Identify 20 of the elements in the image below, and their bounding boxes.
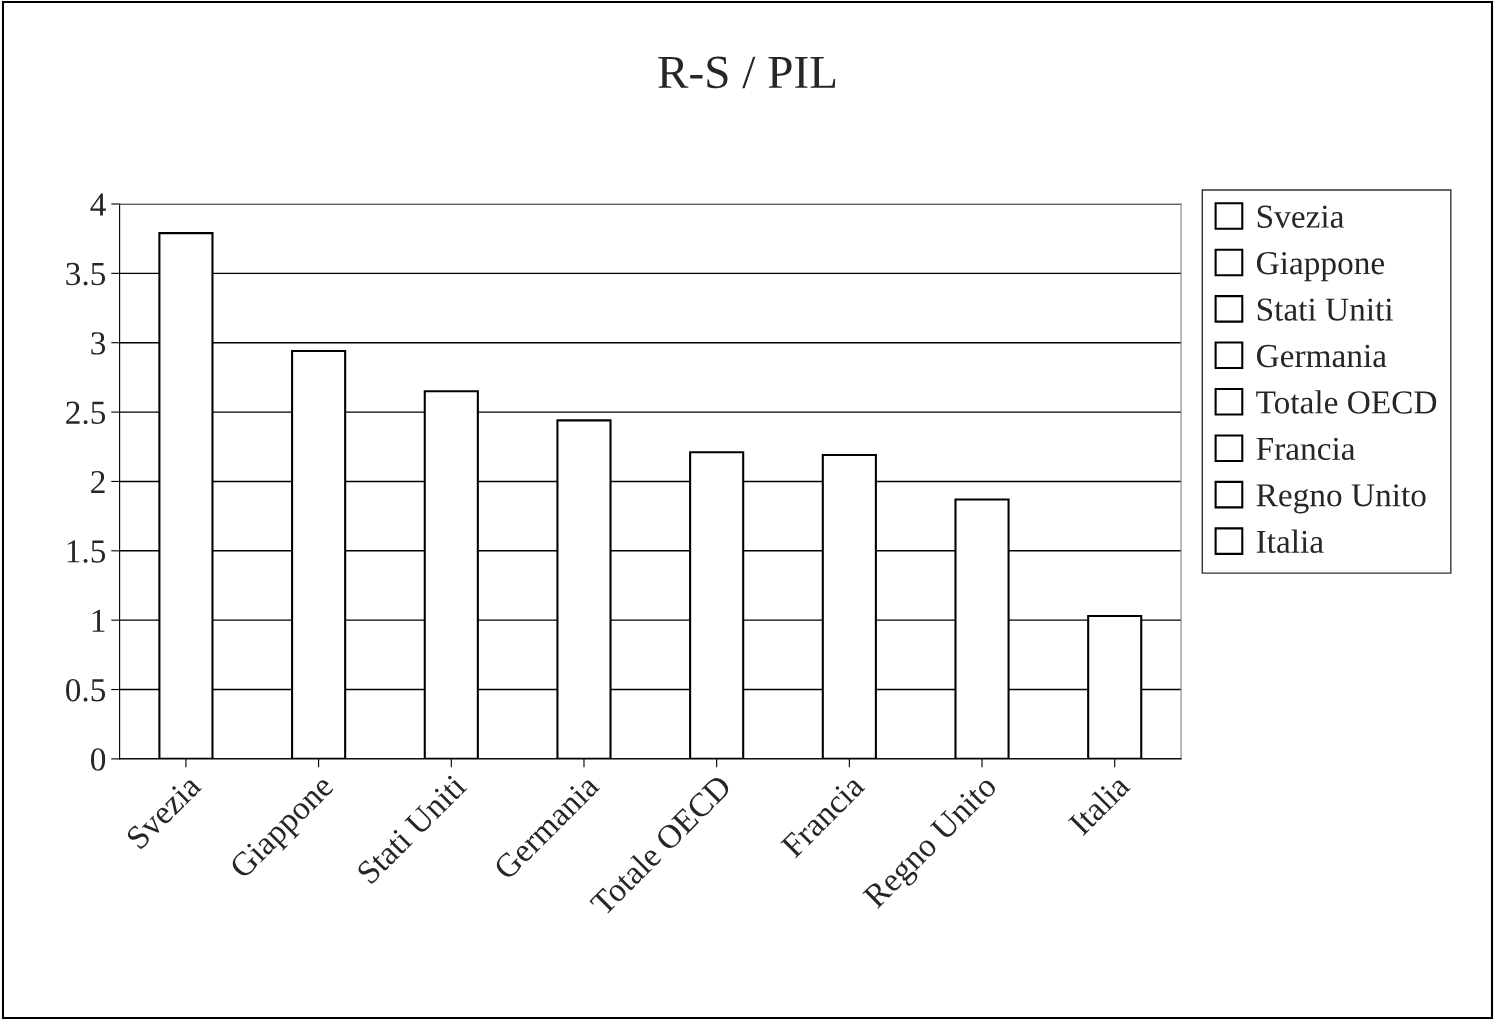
y-tick-label: 3: [91, 332, 106, 355]
y-tick-label: 2: [91, 470, 105, 494]
y-tick-label: 0: [91, 748, 106, 771]
y-tick-label: 3.5: [66, 262, 106, 286]
legend-label: Regno Unito: [1256, 484, 1426, 514]
x-tick-label: Italia: [1067, 772, 1131, 837]
y-tick-label: 1.5: [67, 540, 106, 563]
y-tick-label: 0.5: [66, 678, 106, 702]
y-tick-label: 1: [92, 609, 105, 632]
legend-label: Francia: [1256, 437, 1356, 461]
legend-label: Giappone: [1256, 251, 1385, 282]
chart-title: R-S / PIL: [658, 56, 836, 89]
x-tick-label: Stati Uniti: [356, 773, 468, 885]
legend-label: Stati Uniti: [1257, 298, 1393, 321]
y-tick-label: 2.5: [66, 401, 106, 425]
y-tick-label: 4: [90, 193, 106, 216]
legend-label: Italia: [1256, 529, 1324, 554]
legend-label: Germania: [1256, 344, 1387, 368]
legend-label: Totale OECD: [1256, 390, 1437, 414]
legend-label: Svezia: [1257, 205, 1345, 228]
